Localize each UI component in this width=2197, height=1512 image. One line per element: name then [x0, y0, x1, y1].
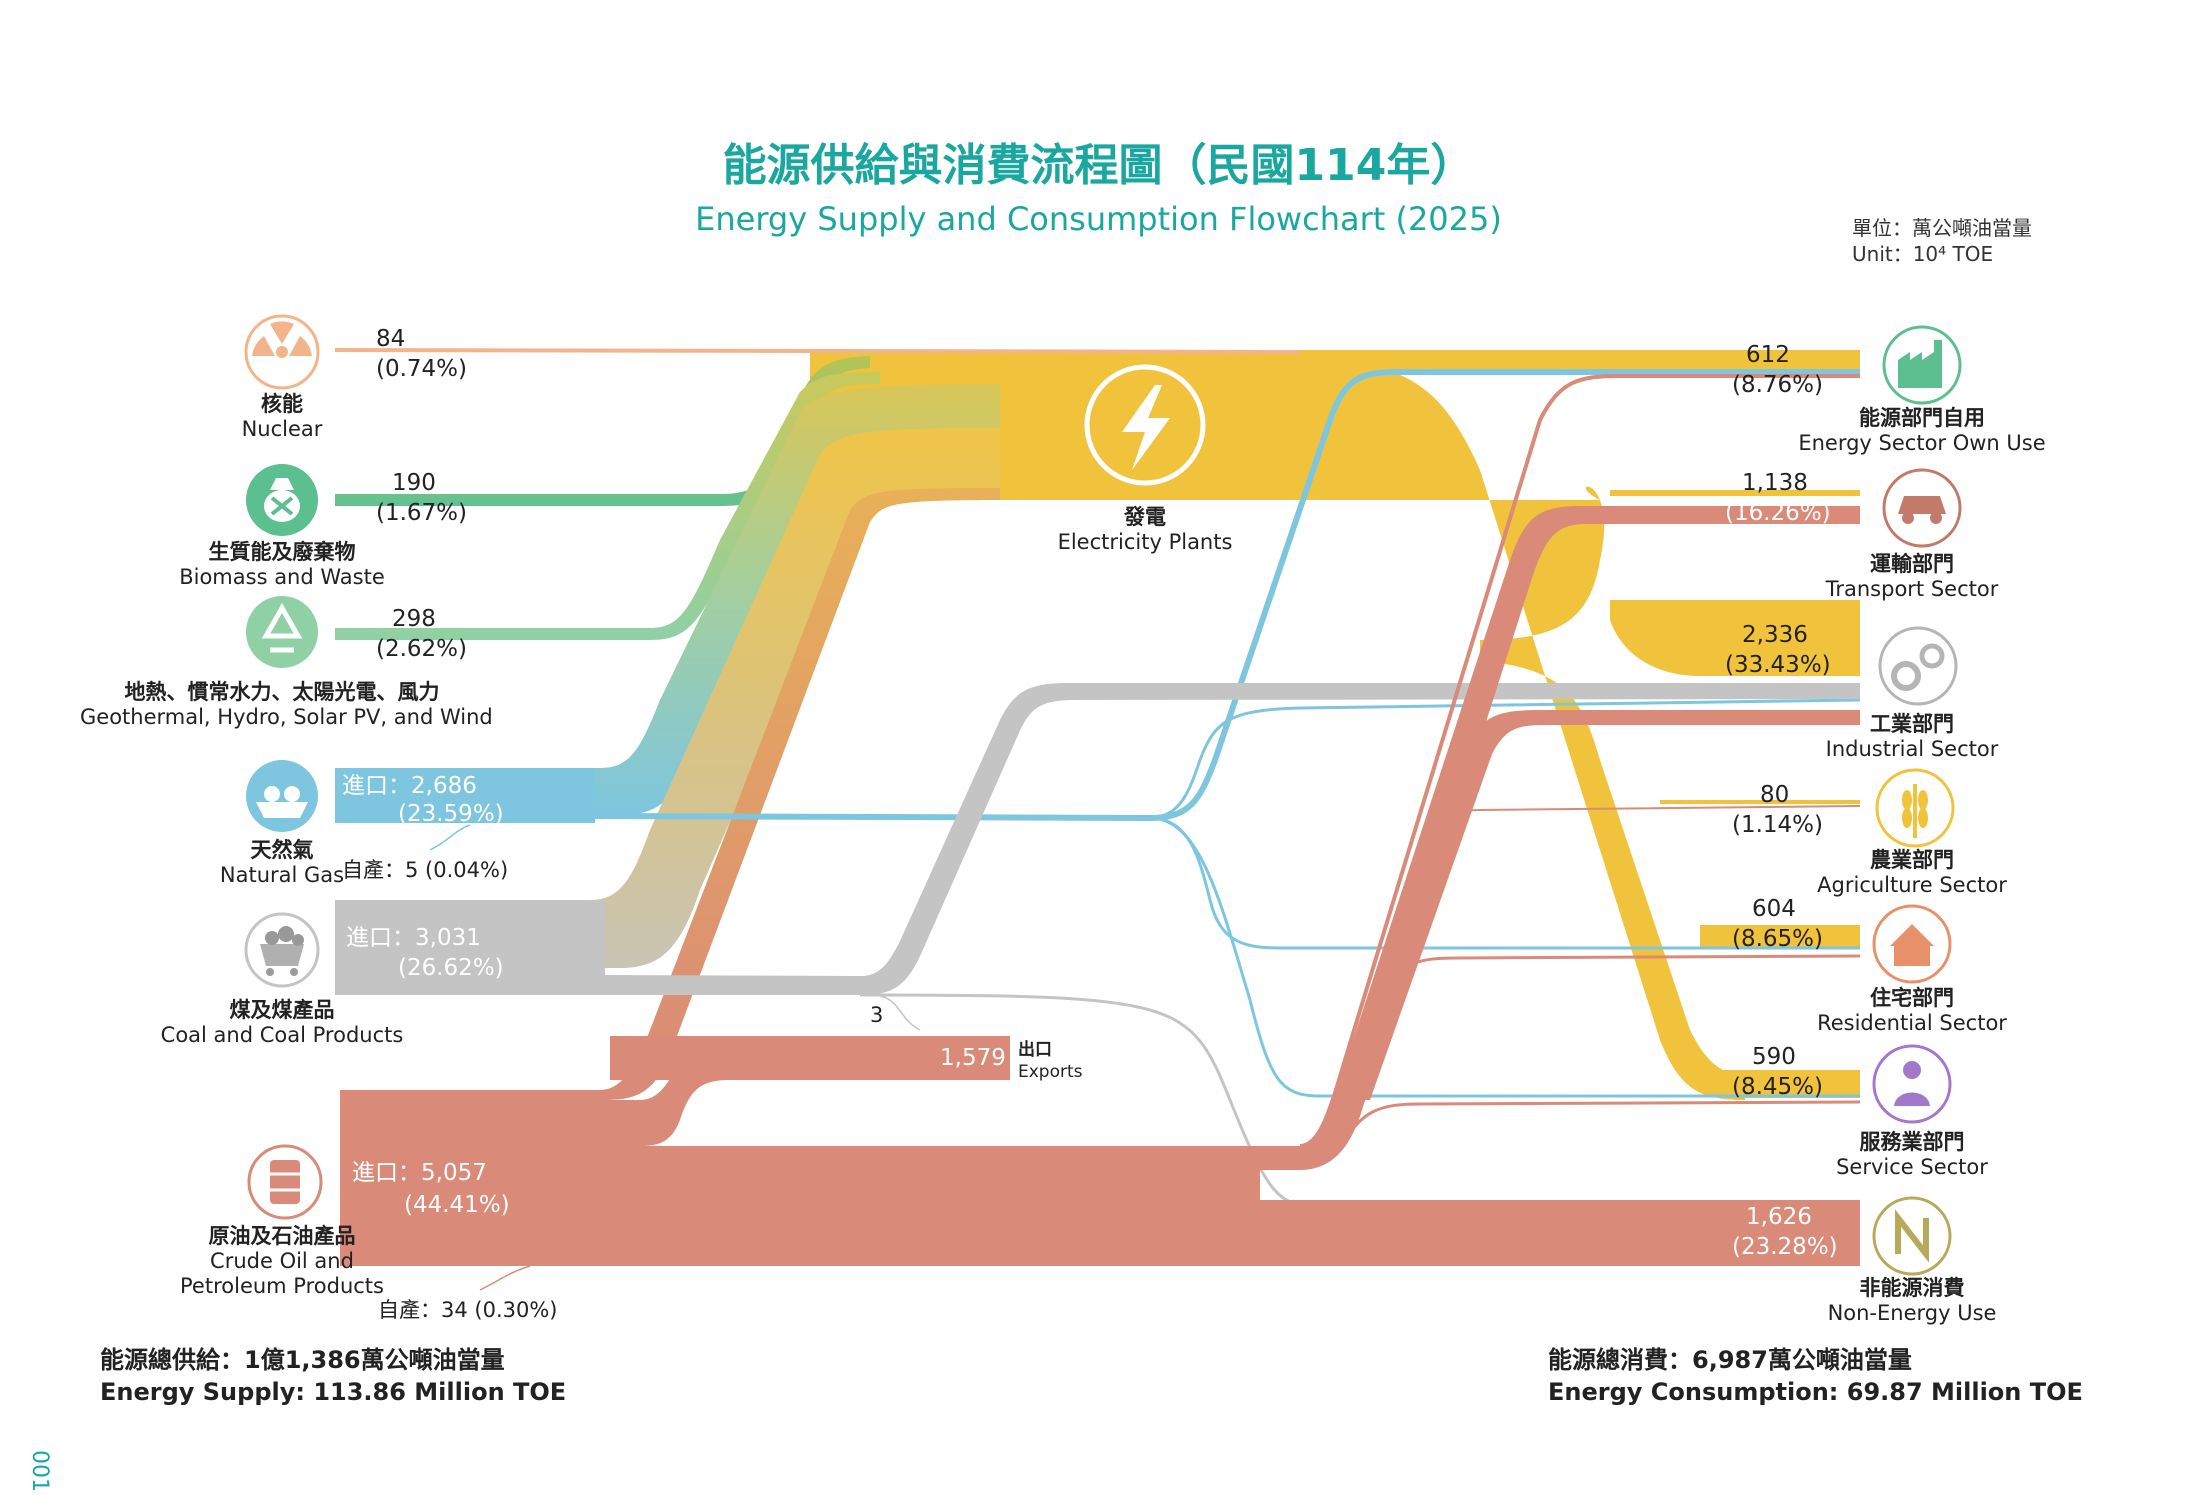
oil-domestic-leader	[479, 1265, 531, 1291]
own-use-label: 能源部門自用 Energy Sector Own Use	[1798, 406, 2046, 456]
oil-to-residential-line	[1378, 954, 1861, 1001]
house-icon	[1872, 904, 1952, 984]
coal-import-band	[335, 900, 605, 988]
service-pct: (8.45%)	[1732, 1074, 1824, 1100]
oil-label: 原油及石油產品 Crude Oil and Petroleum Products	[180, 1224, 384, 1299]
gas-main-line	[334, 369, 1860, 822]
renewable-value: 298	[392, 606, 436, 632]
agriculture-label: 農業部門 Agriculture Sector	[1817, 848, 2007, 898]
residential-label: 住宅部門 Residential Sector	[1817, 986, 2007, 1036]
nuclear-value: 84	[376, 326, 406, 352]
electricity-to-agriculture-band	[1660, 800, 1860, 804]
waste-bag-icon	[246, 464, 318, 536]
gas-to-service-line	[1149, 816, 1860, 1098]
gas-to-industry-line	[1149, 698, 1861, 820]
transport-value: 1,138	[1742, 470, 1808, 496]
own-use-value: 612	[1746, 342, 1790, 368]
oil-domestic-value: 自產：34 (0.30%)	[378, 1298, 558, 1322]
electricity-to-residential-band	[1700, 925, 1860, 948]
gas-tanker-icon	[246, 760, 318, 832]
factory-icon	[1882, 325, 1962, 405]
own-use-pct: (8.76%)	[1732, 372, 1824, 398]
total-consumption-zh: 能源總消費：6,987萬公噸油當量	[1548, 1346, 1912, 1374]
biomass-label: 生質能及廢棄物 Biomass and Waste	[179, 540, 385, 590]
gas-import-pct: (23.59%)	[398, 801, 504, 827]
coal-export-value: 3	[870, 1003, 884, 1027]
gas-domestic-leader	[429, 824, 471, 851]
gears-icon	[1878, 626, 1958, 706]
residential-value: 604	[1752, 896, 1796, 922]
chart-title-en: Energy Supply and Consumption Flowchart …	[695, 200, 1502, 238]
biomass-pct: (1.67%)	[376, 500, 468, 526]
gas-domestic-value: 自產：5 (0.04%)	[342, 858, 509, 882]
transport-label: 運輸部門 Transport Sector	[1825, 552, 1999, 602]
electricity-to-own-use-band	[1300, 350, 1860, 372]
nuclear-label: 核能 Nuclear	[241, 392, 323, 442]
biomass-value: 190	[392, 470, 436, 496]
agriculture-pct: (1.14%)	[1732, 812, 1824, 838]
page-number: 001	[27, 1450, 52, 1492]
oil-import-value: 進口：5,057	[352, 1160, 487, 1186]
coal-import-pct: (26.62%)	[398, 955, 504, 981]
oil-to-non-energy-band	[1260, 1200, 1860, 1266]
export-band	[610, 1036, 1010, 1080]
non-energy-pct: (23.28%)	[1732, 1234, 1838, 1260]
electricity-to-industrial-band	[1610, 600, 1860, 676]
wheat-icon	[1875, 768, 1955, 848]
industrial-value: 2,336	[1742, 622, 1808, 648]
nuclear-band	[335, 348, 1300, 354]
total-consumption-en: Energy Consumption: 69.87 Million TOE	[1548, 1378, 2083, 1406]
unit-label-en: Unit：10⁴ TOE	[1852, 242, 1994, 266]
oil-to-own-use-line	[1299, 374, 1860, 1148]
recycle-icon	[246, 596, 318, 668]
chart-title-zh: 能源供給與消費流程圖（民國114年）	[722, 140, 1475, 191]
oil-import-block	[340, 1036, 1260, 1266]
renewable-pct: (2.62%)	[376, 636, 468, 662]
service-value: 590	[1752, 1044, 1796, 1070]
agriculture-value: 80	[1760, 782, 1790, 808]
service-label: 服務業部門 Service Sector	[1836, 1130, 1988, 1180]
transport-pct: (16.26%)	[1725, 500, 1831, 526]
coal-export-leader	[879, 995, 921, 1031]
non-energy-value: 1,626	[1746, 1204, 1812, 1230]
non-energy-icon	[1872, 1196, 1952, 1276]
coal-import-value: 進口：3,031	[346, 925, 481, 951]
electricity-to-transport-band	[1610, 490, 1860, 496]
non-energy-label: 非能源消費 Non-Energy Use	[1827, 1276, 1997, 1326]
oil-import-pct: (44.41%)	[404, 1192, 510, 1218]
exports-label-en: Exports	[1018, 1062, 1083, 1082]
coal-cart-icon	[244, 912, 320, 988]
oil-to-electricity-band	[600, 488, 1000, 1100]
total-supply-en: Energy Supply: 113.86 Million TOE	[100, 1378, 567, 1406]
industrial-label: 工業部門 Industrial Sector	[1825, 712, 1999, 762]
gas-label: 天然氣 Natural Gas	[219, 838, 345, 888]
radiation-icon	[244, 314, 320, 390]
car-icon	[1882, 468, 1962, 548]
lightning-icon	[1084, 364, 1206, 486]
total-supply-zh: 能源總供給：1億1,386萬公噸油當量	[100, 1346, 505, 1374]
unit-label-zh: 單位：萬公噸油當量	[1852, 216, 2032, 240]
nuclear-pct: (0.74%)	[376, 356, 468, 382]
oil-to-industry-band	[1340, 710, 1860, 1100]
industrial-pct: (33.43%)	[1725, 652, 1831, 678]
exports-label-zh: 出口	[1018, 1040, 1052, 1060]
electricity-plants-label: 發電 Electricity Plants	[1057, 505, 1233, 555]
oil-to-agriculture-line	[1399, 805, 1861, 931]
oil-barrel-icon	[247, 1144, 323, 1220]
gas-import-value: 進口：2,686	[342, 773, 477, 799]
service-person-icon	[1872, 1044, 1952, 1124]
renewable-label: 地熱、慣常水力、太陽光電、風力 Geothermal, Hydro, Solar …	[80, 680, 493, 730]
residential-pct: (8.65%)	[1732, 926, 1824, 952]
electricity-to-service-band	[1720, 1070, 1860, 1098]
oil-to-service-line	[1338, 1100, 1861, 1151]
export-value: 1,579	[940, 1045, 1006, 1071]
electricity-to-sectors-band	[1300, 360, 1745, 1100]
coal-label: 煤及煤產品 Coal and Coal Products	[160, 998, 404, 1048]
